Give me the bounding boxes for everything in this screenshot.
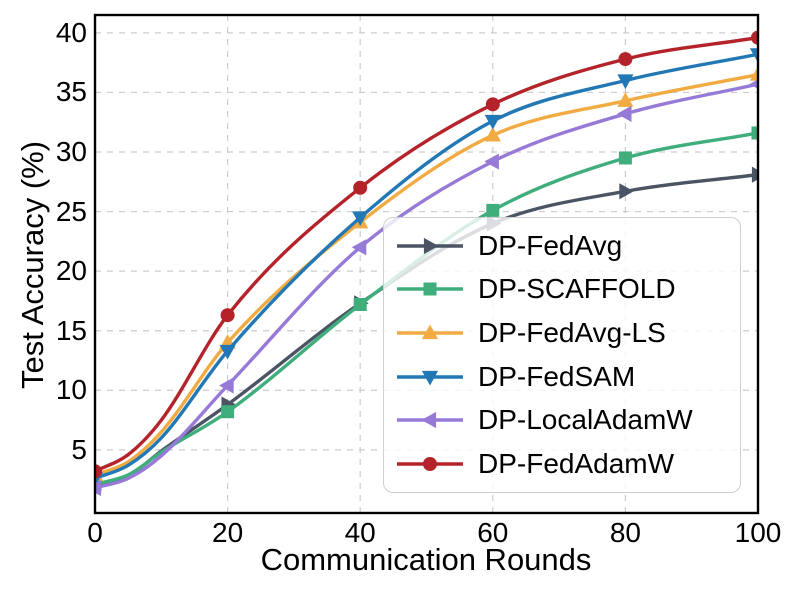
- y-tick-label: 25: [55, 195, 87, 227]
- circle-marker: [485, 97, 500, 112]
- legend-sample-triangle-left-icon: [397, 412, 463, 429]
- x-tick-label: 20: [212, 517, 244, 548]
- circle-marker: [95, 464, 102, 479]
- x-tick-label: 0: [87, 517, 103, 548]
- legend-label: DP-FedAvg: [478, 229, 623, 261]
- legend-item-dp-fedsam: DP-FedSAM: [394, 361, 734, 393]
- triangle-left-marker: [616, 105, 632, 122]
- y-tick-label: 20: [55, 255, 87, 287]
- triangle-left-marker: [95, 479, 102, 497]
- legend-item-dp-localadamw: DP-LocalAdamW: [394, 404, 734, 436]
- x-axis-label: Communication Rounds: [260, 542, 592, 577]
- triangle-down-marker: [484, 114, 501, 130]
- triangle-down-marker: [749, 48, 758, 63]
- square-marker: [618, 151, 632, 165]
- y-tick-label: 10: [55, 374, 87, 406]
- circle-marker: [618, 52, 633, 67]
- legend-item-dp-fedavg-ls: DP-FedAvg-LS: [394, 317, 734, 349]
- series-group: [95, 30, 758, 497]
- y-tick-label: 35: [55, 76, 87, 108]
- triangle-up-marker: [484, 126, 501, 142]
- x-tick-label: 80: [609, 517, 641, 548]
- series-dp-localadamw: [95, 79, 758, 497]
- x-tick-label: 60: [477, 517, 509, 548]
- legend-sample-circle-icon: [397, 457, 463, 472]
- legend-label: DP-SCAFFOLD: [478, 273, 676, 305]
- y-axis-label: Test Accuracy (%): [15, 140, 50, 390]
- circle-marker: [220, 308, 235, 323]
- y-tick-label: 5: [71, 433, 87, 465]
- x-tick-label: 40: [344, 517, 376, 548]
- triangle-right-marker: [619, 183, 634, 200]
- legend-sample-triangle-up-icon: [397, 324, 463, 340]
- y-tick-label: 15: [55, 314, 87, 346]
- legend-label: DP-FedAvg-LS: [478, 317, 666, 349]
- square-marker: [486, 203, 500, 217]
- legend-label: DP-LocalAdamW: [478, 404, 693, 436]
- triangle-left-marker: [484, 153, 499, 170]
- y-tick-label: 40: [55, 16, 87, 48]
- triangle-down-marker: [617, 74, 634, 89]
- legend-sample-triangle-right-icon: [397, 237, 463, 254]
- legend-label: DP-FedSAM: [478, 360, 636, 392]
- square-marker: [751, 126, 758, 140]
- legend-item-dp-fedadamw: DP-FedAdamW: [394, 448, 734, 480]
- triangle-left-marker: [351, 239, 367, 256]
- triangle-up-marker: [617, 92, 634, 107]
- plot-border: [93, 13, 760, 515]
- legend: DP-FedAvg DP-SCAFFOLD DP-FedAvg-LS DP-FedSA…: [383, 217, 741, 493]
- legend-item-dp-scaffold: DP-SCAFFOLD: [394, 273, 734, 305]
- series-dp-fedadamw: [95, 30, 758, 479]
- triangle-down-marker: [352, 211, 369, 226]
- triangle-left-marker: [219, 377, 234, 394]
- x-tick-label: 100: [734, 517, 782, 548]
- triangle-down-marker: [219, 344, 236, 360]
- circle-marker: [751, 30, 758, 45]
- triangle-left-marker: [749, 79, 758, 89]
- legend-sample-square-icon: [397, 282, 463, 296]
- legend-label: DP-FedAdamW: [478, 448, 675, 480]
- legend-item-dp-fedavg: DP-FedAvg: [394, 230, 734, 262]
- circle-marker: [353, 180, 368, 195]
- square-marker: [221, 405, 235, 419]
- triangle-up-marker: [749, 66, 758, 81]
- square-marker: [353, 298, 367, 312]
- y-tick-label: 30: [55, 136, 87, 167]
- series-dp-scaffold: [95, 126, 758, 491]
- triangle-right-marker: [751, 166, 758, 183]
- legend-sample-triangle-down-icon: [397, 370, 463, 386]
